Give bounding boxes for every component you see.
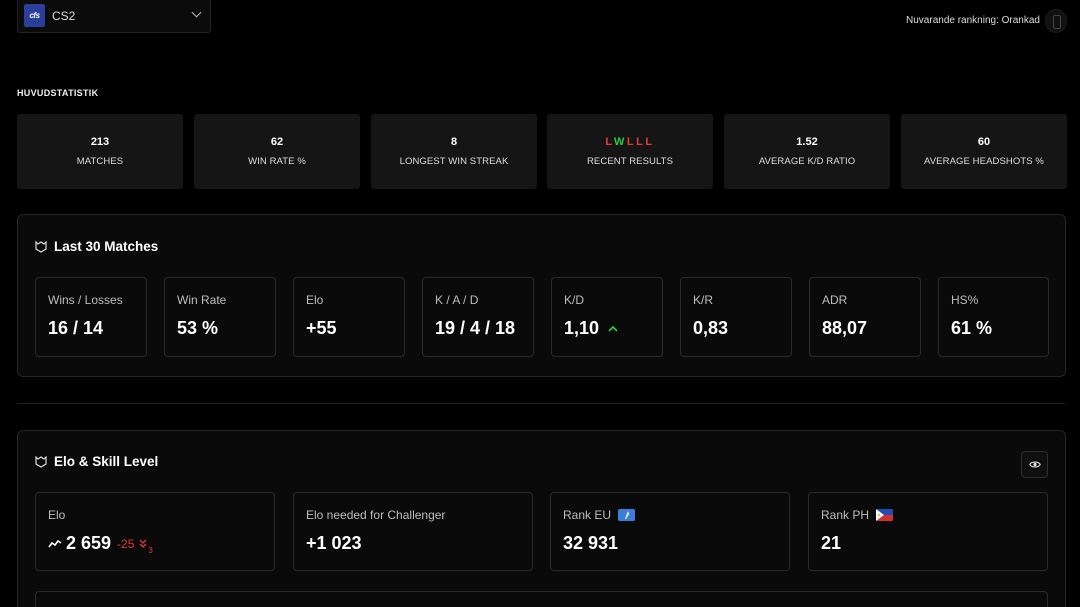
section-divider xyxy=(17,403,1065,404)
stat-value: 8 xyxy=(450,136,458,148)
stat-value: 62 xyxy=(270,136,284,148)
card-label: Rank EU xyxy=(563,508,612,522)
card-value: 21 xyxy=(821,533,842,553)
card-wins-losses: Wins / Losses 16 / 14 xyxy=(35,277,147,357)
eye-icon xyxy=(1028,461,1041,468)
result-loss: L xyxy=(636,136,646,148)
elo-delta: -25 3 xyxy=(117,536,153,555)
eu-icon xyxy=(618,509,636,521)
card-value: 19 / 4 / 18 xyxy=(435,318,516,338)
philippines-flag-icon xyxy=(876,509,894,521)
card-label: Elo xyxy=(306,293,324,307)
card-value: +55 xyxy=(306,318,337,338)
game-name: CS2 xyxy=(52,8,76,23)
stat-card-longest-streak: 8 LONGEST WIN STREAK xyxy=(371,114,537,189)
card-kd: K/D 1,10 xyxy=(551,277,663,357)
stat-label: MATCHES xyxy=(76,156,124,167)
main-stats-title: HUVUDSTATISTIK xyxy=(17,88,99,98)
card-value: 61 % xyxy=(951,318,993,338)
trend-line-icon xyxy=(48,539,62,547)
stat-card-kd-ratio: 1.52 AVERAGE K/D RATIO xyxy=(724,114,890,189)
double-chevron-down-icon xyxy=(139,539,147,548)
card-hs: HS% 61 % xyxy=(938,277,1049,357)
stat-label: RECENT RESULTS xyxy=(586,156,674,167)
chevron-down-icon xyxy=(191,7,202,18)
result-win: W xyxy=(614,136,627,148)
card-adr: ADR 88,07 xyxy=(809,277,921,357)
card-value: 1,10 xyxy=(564,318,600,338)
stat-value: 213 xyxy=(90,136,110,148)
card-label: Rank PH xyxy=(821,508,870,522)
elo-skill-title: Elo & Skill Level xyxy=(35,454,158,469)
stat-label: WIN RATE % xyxy=(248,156,306,167)
card-label: HS% xyxy=(951,293,979,307)
card-elo-needed: Elo needed for Challenger +1 023 xyxy=(293,492,533,571)
card-label-row: Rank EU xyxy=(563,508,777,522)
card-label: Elo xyxy=(48,508,66,522)
elo-delta-count: 3 xyxy=(148,545,153,555)
card-value-row: 2 659 -25 3 xyxy=(48,533,262,555)
stat-label: AVERAGE K/D RATIO xyxy=(758,156,856,167)
panel-title-text: Elo & Skill Level xyxy=(54,454,159,469)
result-loss: L xyxy=(626,136,637,148)
rank-badge-icon xyxy=(1045,9,1067,33)
card-rank-ph: Rank PH 21 xyxy=(808,492,1048,571)
card-kr: K/R 0,83 xyxy=(680,277,792,357)
card-label-row: Rank PH xyxy=(821,508,1035,522)
stat-label: LONGEST WIN STREAK xyxy=(399,156,509,167)
card-kad: K / A / D 19 / 4 / 18 xyxy=(422,277,534,357)
card-value-row: 1,10 xyxy=(564,318,650,339)
last-30-title: Last 30 Matches xyxy=(35,239,158,254)
game-selector[interactable]: cfs CS2 xyxy=(17,0,211,33)
card-value: 0,83 xyxy=(693,318,729,338)
stat-card-headshots: 60 AVERAGE HEADSHOTS % xyxy=(901,114,1067,189)
card-label: ADR xyxy=(822,293,848,307)
card-win-rate: Win Rate 53 % xyxy=(164,277,276,357)
toggle-visibility-button[interactable] xyxy=(1021,451,1048,478)
card-label: Elo needed for Challenger xyxy=(306,508,446,522)
card-current-elo: Elo 2 659 -25 3 xyxy=(35,492,275,571)
current-ranking: Nuvarande rankning: Orankad xyxy=(906,15,1040,26)
game-logo-icon: cfs xyxy=(24,4,45,27)
card-value: 16 / 14 xyxy=(48,318,104,338)
panel-title-text: Last 30 Matches xyxy=(54,239,159,254)
next-card-partial xyxy=(35,591,1048,607)
card-value: 2 659 xyxy=(66,533,112,553)
stat-card-recent-results: LWLLL RECENT RESULTS xyxy=(547,114,713,189)
recent-results: LWLLL xyxy=(605,136,654,148)
shield-icon xyxy=(35,240,47,253)
last-30-matches-panel: Last 30 Matches Wins / Losses 16 / 14 Wi… xyxy=(17,214,1066,377)
card-value: 53 % xyxy=(177,318,219,338)
result-loss: L xyxy=(645,136,655,148)
stat-label: AVERAGE HEADSHOTS % xyxy=(924,156,1044,167)
card-label: K/R xyxy=(693,293,714,307)
card-value: 88,07 xyxy=(822,318,868,338)
stat-card-win-rate: 62 WIN RATE % xyxy=(194,114,360,189)
card-label: K/D xyxy=(564,293,585,307)
shield-icon xyxy=(35,455,47,468)
card-label: Wins / Losses xyxy=(48,293,123,307)
card-value: 32 931 xyxy=(563,533,619,553)
card-elo: Elo +55 xyxy=(293,277,405,357)
card-label: K / A / D xyxy=(435,293,479,307)
card-value: +1 023 xyxy=(306,533,362,553)
stat-value: 60 xyxy=(977,136,991,148)
stat-card-matches: 213 MATCHES xyxy=(17,114,183,189)
elo-delta-value: -25 xyxy=(117,536,135,551)
card-rank-eu: Rank EU 32 931 xyxy=(550,492,790,571)
card-label: Win Rate xyxy=(177,293,227,307)
result-loss: L xyxy=(605,136,615,148)
stat-value: 1.52 xyxy=(796,136,818,148)
trend-up-icon xyxy=(608,325,618,332)
